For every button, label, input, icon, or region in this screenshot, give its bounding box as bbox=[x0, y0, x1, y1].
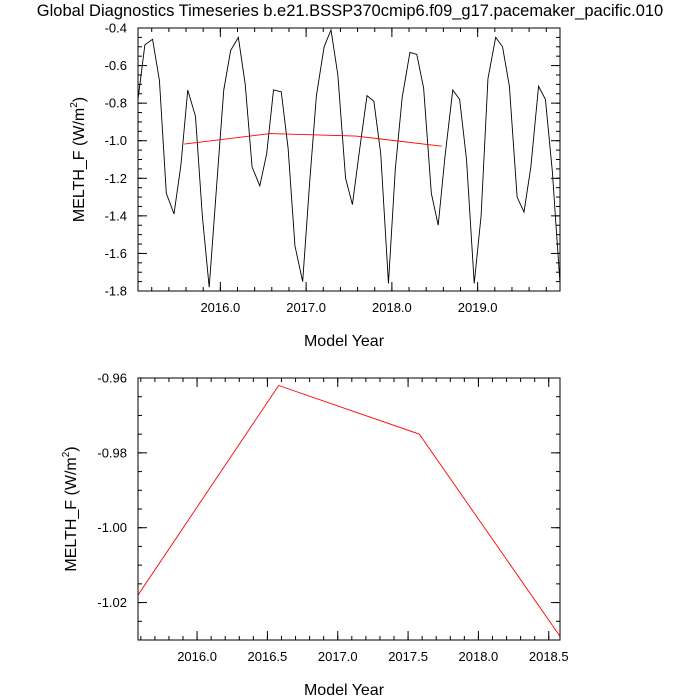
panel-1: 2016.0 2017.0 2018.0 2019.0 -0.4 -0.6 -0.8 -1.0… bbox=[69, 21, 561, 350]
y-tick-label: -0.96 bbox=[97, 371, 127, 386]
y-tick-label: -0.4 bbox=[105, 21, 127, 36]
y-tick-label: -1.4 bbox=[105, 208, 127, 223]
y-tick-label: -0.8 bbox=[105, 96, 127, 111]
panel-2: 2016.0 2016.5 2017.0 2017.5 2018.0 2018.5 -0.9… bbox=[61, 371, 569, 700]
y-axis-label: MELTH_F (W/m2) bbox=[61, 446, 80, 571]
y-tick-label: -1.8 bbox=[105, 284, 127, 299]
y-axis-label-text: MELTH_F (W/m bbox=[63, 457, 80, 571]
chart-title: Global Diagnostics Timeseries b.e21.BSSP… bbox=[36, 2, 664, 20]
y-axis-label-sup: 2 bbox=[61, 451, 72, 457]
x-tick-label: 2018.0 bbox=[459, 649, 499, 664]
x-tick-label: 2018.5 bbox=[529, 649, 569, 664]
x-tick-label: 2018.0 bbox=[372, 300, 412, 315]
series-line-1 bbox=[138, 28, 560, 288]
x-tick-label: 2019.0 bbox=[458, 300, 498, 315]
y-tick-label: -0.98 bbox=[97, 445, 127, 460]
y-axis-label-sup: 2 bbox=[69, 102, 80, 108]
y-tick-label: -1.2 bbox=[105, 171, 127, 186]
y-tick-label: -1.6 bbox=[105, 246, 127, 261]
x-axis-label: Model Year bbox=[304, 682, 385, 699]
y-tick-label: -1.0 bbox=[105, 133, 127, 148]
x-tick-label: 2017.0 bbox=[318, 649, 358, 664]
x-tick-label: 2016.0 bbox=[200, 300, 240, 315]
x-tick-label: 2017.0 bbox=[286, 300, 326, 315]
y-axis-label-close: ) bbox=[71, 97, 88, 102]
x-tick-label: 2017.5 bbox=[388, 649, 428, 664]
x-tick-label: 2016.5 bbox=[248, 649, 288, 664]
plot-frame bbox=[137, 377, 561, 641]
y-tick-label: -0.6 bbox=[105, 58, 127, 73]
series-line-2 bbox=[184, 133, 442, 147]
y-axis-label-text: MELTH_F (W/m bbox=[71, 108, 88, 222]
x-axis-label: Model Year bbox=[304, 333, 385, 350]
series-line-1 bbox=[138, 384, 560, 637]
y-axis-label: MELTH_F (W/m2) bbox=[69, 97, 88, 222]
x-tick-label: 2016.0 bbox=[177, 649, 217, 664]
plot-frame bbox=[137, 27, 561, 292]
y-tick-label: -1.02 bbox=[97, 595, 127, 610]
y-axis-label-close: ) bbox=[63, 446, 80, 451]
y-tick-label: -1.00 bbox=[97, 520, 127, 535]
